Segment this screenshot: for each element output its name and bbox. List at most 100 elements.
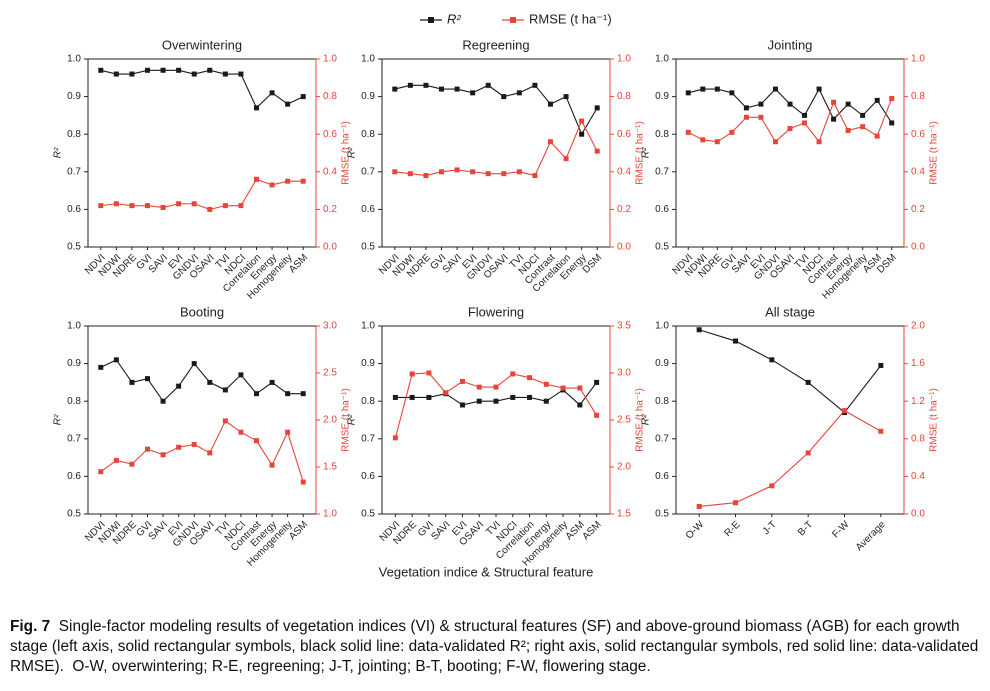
point — [860, 124, 866, 130]
y-tick-label: 0.9 — [655, 358, 669, 369]
y2-tick-label: 0.4 — [911, 166, 925, 177]
chart-title: Regreening — [462, 37, 529, 52]
y2-tick-label: 2.5 — [617, 415, 631, 426]
y-tick-label: 0.8 — [361, 396, 375, 407]
x-tick-label: O-W — [684, 519, 707, 542]
point — [772, 86, 778, 92]
y-tick-label: 1.0 — [67, 321, 81, 332]
y-tick-label: 0.5 — [655, 509, 669, 520]
point — [439, 169, 444, 175]
point — [685, 129, 691, 135]
point — [160, 205, 166, 211]
point — [563, 94, 569, 100]
point — [758, 101, 764, 107]
point — [594, 412, 600, 418]
y2-tick-label: 2.0 — [911, 321, 925, 332]
y-tick-label: 0.5 — [655, 242, 669, 253]
point — [802, 120, 808, 126]
point — [459, 378, 465, 384]
x-tick-label: Average — [854, 519, 888, 553]
point — [407, 82, 413, 88]
y-tick-label: 0.5 — [67, 242, 81, 253]
point — [238, 372, 244, 378]
point — [700, 86, 706, 92]
x-tick-label: R-E — [723, 519, 743, 539]
y-tick-label: 0.6 — [361, 471, 375, 482]
chart-title: Overwintering — [162, 37, 242, 52]
y2-tick-label: 0.0 — [911, 242, 925, 253]
point — [238, 203, 244, 209]
legend-marker — [428, 17, 434, 23]
point — [787, 101, 793, 107]
point — [254, 105, 259, 111]
point — [191, 201, 197, 207]
point — [98, 469, 104, 475]
point — [269, 90, 275, 96]
point — [805, 379, 811, 385]
point — [874, 133, 880, 139]
y-tick-label: 1.0 — [655, 54, 669, 65]
point — [548, 101, 553, 107]
y2-tick-label: 1.0 — [911, 54, 925, 65]
y-tick-label: 0.5 — [67, 509, 81, 520]
y-tick-label: 0.7 — [361, 433, 375, 444]
point — [563, 156, 569, 162]
point — [113, 357, 119, 363]
y2-tick-label: 2.0 — [617, 462, 631, 473]
point — [285, 178, 291, 184]
point — [269, 182, 275, 188]
point — [532, 82, 538, 88]
point — [476, 398, 482, 404]
point — [845, 127, 851, 133]
point — [254, 438, 259, 444]
y-tick-label: 0.7 — [67, 166, 81, 177]
y2-tick-label: 0.8 — [617, 91, 631, 102]
y2-tick-label: 1.0 — [323, 54, 337, 65]
point — [113, 71, 119, 77]
y2-axis-label: RMSE (t ha⁻¹) — [341, 388, 352, 452]
point — [470, 90, 476, 96]
y2-tick-label: 1.0 — [617, 54, 631, 65]
y2-tick-label: 0.0 — [323, 242, 337, 253]
point — [560, 385, 566, 391]
y-tick-label: 0.6 — [67, 471, 81, 482]
y2-axis-label: RMSE (t ha⁻¹) — [929, 388, 940, 452]
y2-tick-label: 1.6 — [911, 358, 925, 369]
point — [145, 203, 150, 209]
y-axis-label: R² — [53, 147, 64, 158]
point — [98, 67, 104, 73]
y-axis-label: R² — [53, 414, 64, 425]
point — [129, 461, 135, 467]
figure: Vegetation indice & Structural feature R… — [53, 11, 940, 579]
y2-tick-label: 3.0 — [323, 321, 337, 332]
point — [222, 71, 228, 77]
y-axis-label: R² — [641, 414, 652, 425]
point — [802, 112, 808, 118]
y2-axis-label: RMSE (t ha⁻¹) — [635, 388, 646, 452]
point — [426, 394, 432, 400]
series-line — [394, 84, 598, 136]
point — [769, 483, 775, 489]
y2-tick-label: 0.4 — [323, 166, 337, 177]
point — [772, 139, 778, 145]
point — [426, 370, 432, 376]
point — [714, 86, 720, 92]
y2-tick-label: 1.0 — [323, 509, 337, 520]
y-tick-label: 0.9 — [361, 91, 375, 102]
point — [501, 171, 507, 177]
point — [805, 450, 811, 456]
point — [696, 503, 702, 509]
y2-tick-label: 0.8 — [323, 91, 337, 102]
point — [454, 167, 460, 173]
legend-label: RMSE (t ha⁻¹) — [529, 11, 612, 26]
point — [113, 457, 119, 463]
point — [700, 137, 706, 143]
point — [113, 201, 119, 207]
series-line — [100, 420, 304, 483]
point — [160, 452, 166, 458]
point — [300, 178, 306, 184]
y-tick-label: 0.7 — [655, 166, 669, 177]
y-tick-label: 0.8 — [655, 129, 669, 140]
point — [129, 379, 135, 385]
point — [516, 90, 522, 96]
